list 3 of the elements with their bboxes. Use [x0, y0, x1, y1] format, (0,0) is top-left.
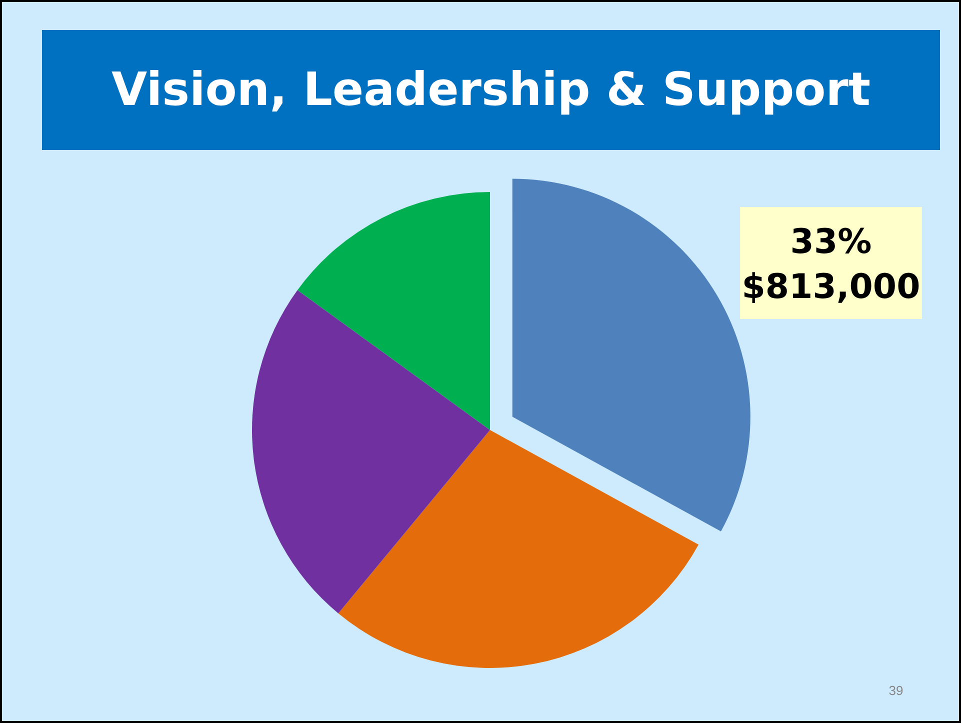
chart-title: Vision, Leadership & Support: [112, 62, 870, 116]
text: 39: [888, 683, 904, 698]
data-label: 33% $813,000: [742, 222, 920, 307]
